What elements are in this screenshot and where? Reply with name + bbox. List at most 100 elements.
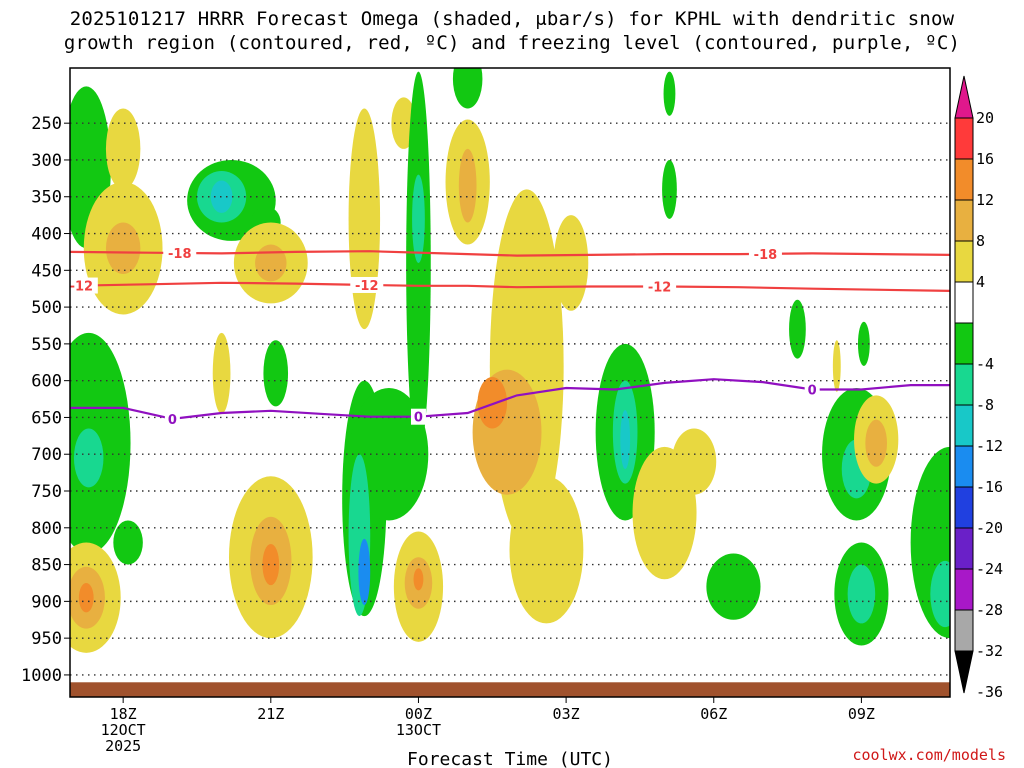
contour-label-1-2: -12: [648, 280, 672, 295]
omega-region-45: [706, 553, 761, 620]
pressure-axis: 250 300 350 400 450 500 550 600 650 700 750 800 850 9…: [21, 114, 70, 686]
y-tick-label-850: 850: [31, 556, 62, 576]
colorbar-bin-11: [954, 568, 974, 611]
contour-label-bg-1-0: [70, 277, 98, 294]
omega-region-44: [671, 428, 717, 495]
contour-label-1-1: -12: [355, 279, 379, 294]
y-tick-label-800: 800: [31, 519, 62, 539]
colorbar-label-1: 16: [976, 150, 994, 168]
omega-region-31: [413, 568, 424, 591]
y-tick-label-400: 400: [31, 225, 62, 245]
contour-label-bg-2-2: [804, 381, 820, 398]
omega-region-9: [78, 582, 94, 613]
omega-region-49: [663, 71, 676, 116]
omega-region-23: [406, 71, 431, 455]
omega-region-24: [412, 174, 425, 263]
plot-border: [69, 67, 951, 698]
contour-label-bg-0-1: [748, 245, 782, 262]
y-tick-label-1000: 1000: [21, 666, 62, 686]
plot-frame: [69, 67, 951, 698]
y-tick-label-300: 300: [31, 151, 62, 171]
contour-line-1: [70, 281, 950, 292]
colorbar-label-6: -8: [976, 396, 994, 414]
y-tick-label-700: 700: [31, 445, 62, 465]
omega-region-32: [452, 68, 483, 109]
colorbar-bin-2: [954, 199, 974, 242]
omega-region-47: [832, 340, 841, 392]
contour-label-bg-1-2: [643, 278, 677, 295]
omega-region-46: [789, 299, 806, 359]
colorbar-bin-8: [954, 445, 974, 488]
contour-label-0-1: -18: [754, 248, 778, 263]
colorbar-label-13: -36: [976, 683, 1003, 701]
y-tick-label-250: 250: [31, 114, 62, 134]
colorbar-label-12: -32: [976, 642, 1003, 660]
x-tick-label-2: 00Z: [405, 705, 432, 723]
contour-label-bg-2-0: [164, 410, 180, 427]
colorbar-label-8: -16: [976, 478, 1003, 496]
x-tick-sublabel-0-0: 12OCT: [101, 721, 146, 739]
chart-title-line-2: growth region (contoured, red, ºC) and f…: [63, 32, 961, 54]
omega-region-28: [358, 538, 371, 606]
omega-region-17: [263, 340, 289, 407]
omega-region-1: [105, 108, 141, 190]
omega-colorbar: 20 16 12 8 4 -4 -8 -12 -16 -20 -24 -28 -32 -36: [954, 75, 1003, 701]
x-tick-sublabel-0-1: 2025: [105, 737, 141, 755]
omega-region-39: [477, 376, 508, 429]
colorbar-label-10: -24: [976, 560, 1003, 578]
colorbar-bin-10: [954, 527, 974, 570]
colorbar-top-arrow: [954, 75, 974, 119]
omega-region-21: [348, 108, 381, 330]
x-tick-label-1: 21Z: [257, 705, 284, 723]
y-tick-label-750: 750: [31, 482, 62, 502]
x-tick-label-4: 06Z: [700, 705, 727, 723]
x-tick-label-5: 09Z: [848, 705, 875, 723]
temperature-contours: -18 -18 -12 -12 -12 0 0 0: [70, 244, 950, 428]
x-tick-sublabel-2-0: 13OCT: [396, 721, 441, 739]
x-tick-label-3: 03Z: [553, 705, 580, 723]
x-axis-label: Forecast Time (UTC): [407, 749, 613, 768]
omega-shading: [70, 68, 950, 653]
credit-link[interactable]: coolwx.com/models: [852, 746, 1006, 764]
contour-label-1-0: -12: [70, 280, 94, 295]
chart-title-line-1: 2025101217 HRRR Forecast Omega (shaded, …: [69, 8, 955, 30]
colorbar-label-5: -4: [976, 355, 994, 373]
contour-label-0-0: -18: [168, 247, 192, 262]
colorbar-label-3: 8: [976, 232, 985, 250]
colorbar-label-4: 4: [976, 273, 985, 291]
omega-region-12: [210, 180, 233, 213]
colorbar-label-7: -12: [976, 437, 1003, 455]
omega-region-5: [73, 428, 104, 488]
colorbar-label-2: 12: [976, 191, 994, 209]
contour-label-2-0: 0: [168, 413, 177, 428]
colorbar-bin-1: [954, 158, 974, 201]
omega-region-36: [553, 215, 589, 311]
omega-region-20: [262, 543, 280, 586]
colorbar-bottom-arrow: [954, 650, 974, 694]
contour-label-2-1: 0: [414, 411, 423, 426]
colorbar-label-11: -28: [976, 601, 1003, 619]
pressure-gridlines: [70, 122, 950, 676]
colorbar-bin-5: [954, 322, 974, 365]
omega-region-42: [620, 410, 631, 469]
y-tick-label-650: 650: [31, 408, 62, 428]
y-tick-label-950: 950: [31, 629, 62, 649]
omega-region-37: [509, 476, 584, 624]
omega-region-3: [105, 222, 141, 274]
contour-label-2-2: 0: [808, 383, 817, 398]
omega-region-58: [930, 560, 950, 628]
y-tick-label-600: 600: [31, 372, 62, 392]
omega-region-16: [212, 332, 231, 414]
colorbar-label-9: -20: [976, 519, 1003, 537]
contour-label-bg-0-0: [163, 244, 197, 261]
contour-label-bg-2-1: [410, 408, 426, 425]
omega-region-48: [857, 321, 870, 366]
x-tick-label-0: 18Z: [110, 705, 137, 723]
omega-region-54: [847, 564, 876, 624]
colorbar-label-0: 20: [976, 109, 994, 127]
contour-label-bg-1-1: [350, 276, 384, 293]
y-tick-label-500: 500: [31, 298, 62, 318]
colorbar-bin-12: [954, 609, 974, 652]
